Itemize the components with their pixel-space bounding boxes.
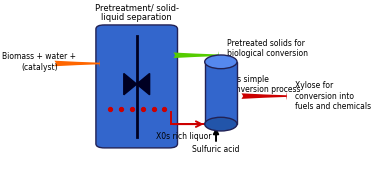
Text: X0s simple
conversion process: X0s simple conversion process: [227, 75, 300, 94]
Polygon shape: [124, 73, 137, 95]
Text: X0s rich liquor: X0s rich liquor: [156, 132, 211, 141]
Text: Biomass + water +
(catalyst): Biomass + water + (catalyst): [2, 52, 76, 72]
Text: Xylose for
conversion into
fuels and chemicals: Xylose for conversion into fuels and che…: [295, 81, 371, 111]
Polygon shape: [137, 73, 150, 95]
Text: Pretreated solids for
biological conversion: Pretreated solids for biological convers…: [227, 39, 308, 58]
Ellipse shape: [205, 55, 237, 69]
FancyBboxPatch shape: [96, 25, 178, 148]
Ellipse shape: [205, 117, 237, 131]
Bar: [205, 62, 237, 124]
Text: Sulfuric acid: Sulfuric acid: [192, 145, 240, 155]
Text: Pretreatment/ solid-
liquid separation: Pretreatment/ solid- liquid separation: [95, 3, 179, 22]
